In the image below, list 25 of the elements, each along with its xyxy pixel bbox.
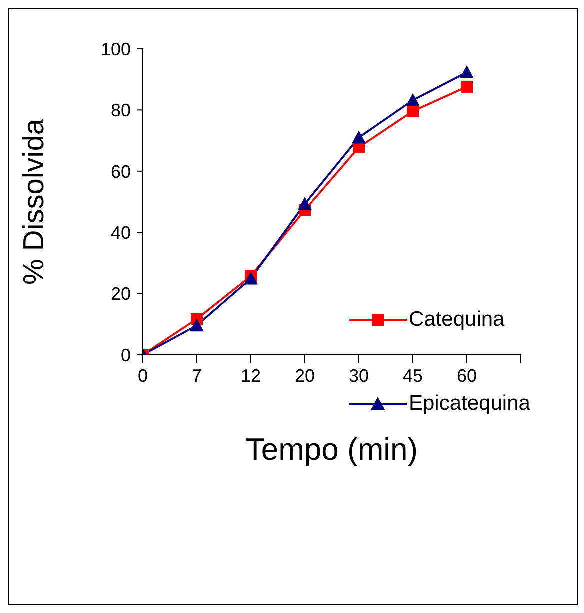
y-tick-label: 0: [120, 345, 131, 366]
y-axis-title: % Dissolvida: [18, 118, 50, 285]
x-tick-label: 45: [402, 366, 424, 386]
x-tick-label: 7: [192, 366, 202, 386]
y-tick-label: 40: [110, 222, 131, 243]
y-tick-label: 20: [110, 284, 131, 304]
x-tick-label: 12: [240, 366, 262, 386]
point: [298, 197, 312, 210]
x-tick-label: 0: [138, 366, 148, 386]
legend-label: Epicatequina: [409, 392, 530, 416]
point: [407, 105, 419, 118]
x-tick-label: 20: [294, 366, 316, 386]
y-tick-label: 100: [100, 39, 131, 60]
x-tick-label: 60: [456, 366, 478, 386]
point: [352, 130, 366, 144]
y-tick-label: 60: [110, 162, 131, 182]
y-tick-label: 80: [110, 100, 131, 121]
point: [460, 66, 474, 79]
point: [406, 93, 420, 106]
point: [244, 272, 258, 285]
point: [190, 318, 204, 332]
point: [461, 80, 473, 93]
x-axis-title: Tempo (min): [246, 432, 418, 467]
legend-label: Catequina: [409, 308, 505, 332]
x-tick-label: 30: [348, 366, 370, 386]
